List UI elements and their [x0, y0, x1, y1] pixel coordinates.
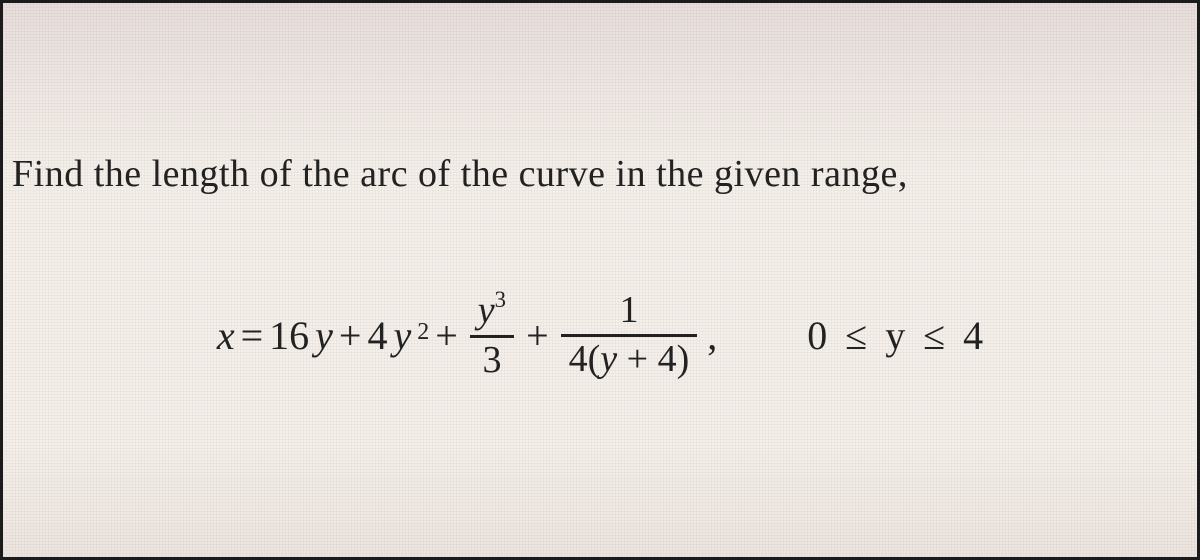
term2-coeff: 4 — [367, 312, 387, 359]
frac1-num-exp: 3 — [495, 287, 506, 312]
fraction-2: 1 4(y + 4) — [561, 291, 698, 380]
fraction-1: y3 3 — [470, 290, 514, 380]
term1-coeff: 16 — [269, 312, 309, 359]
le-2: ≤ — [923, 312, 945, 359]
plus-1: + — [339, 312, 362, 359]
term2-var: y — [393, 312, 411, 359]
plus-2: + — [435, 312, 458, 359]
problem-prompt: Find the length of the arc of the curve … — [12, 152, 1188, 196]
frac1-num-var: y — [478, 290, 495, 332]
plus-3: + — [526, 312, 549, 359]
le-1: ≤ — [845, 312, 867, 359]
equals-sign: = — [241, 312, 264, 359]
frac2-num: 1 — [611, 291, 646, 331]
frac1-den: 3 — [474, 341, 509, 381]
frac2-den-sp — [648, 338, 658, 380]
frac2-den-const: 4 — [658, 338, 677, 380]
term2-exp: 2 — [417, 319, 429, 346]
frac2-den-plus — [617, 338, 627, 380]
range-low: 0 — [807, 313, 827, 358]
range-high: 4 — [963, 313, 983, 358]
outer-frame — [0, 0, 1200, 560]
trailing-comma: , — [707, 312, 717, 359]
frac2-open: ( — [588, 338, 601, 380]
term1-var: y — [315, 312, 333, 359]
frac2-bar — [561, 334, 698, 337]
lhs-var: x — [217, 312, 235, 359]
frac2-close: ) — [677, 338, 690, 380]
frac2-den-coeff: 4 — [569, 338, 588, 380]
equation-row: x = 16y + 4y2 + y3 3 + 1 4(y + 4) , 0 ≤ … — [0, 290, 1200, 380]
frac2-den-plus-sym: + — [627, 338, 648, 380]
frac1-bar — [470, 335, 514, 338]
frac2-den-var: y — [600, 338, 617, 380]
curve-equation: x = 16y + 4y2 + y3 3 + 1 4(y + 4) , — [217, 290, 717, 380]
y-range: 0 ≤ y ≤ 4 — [807, 312, 983, 359]
range-var: y — [885, 313, 905, 358]
